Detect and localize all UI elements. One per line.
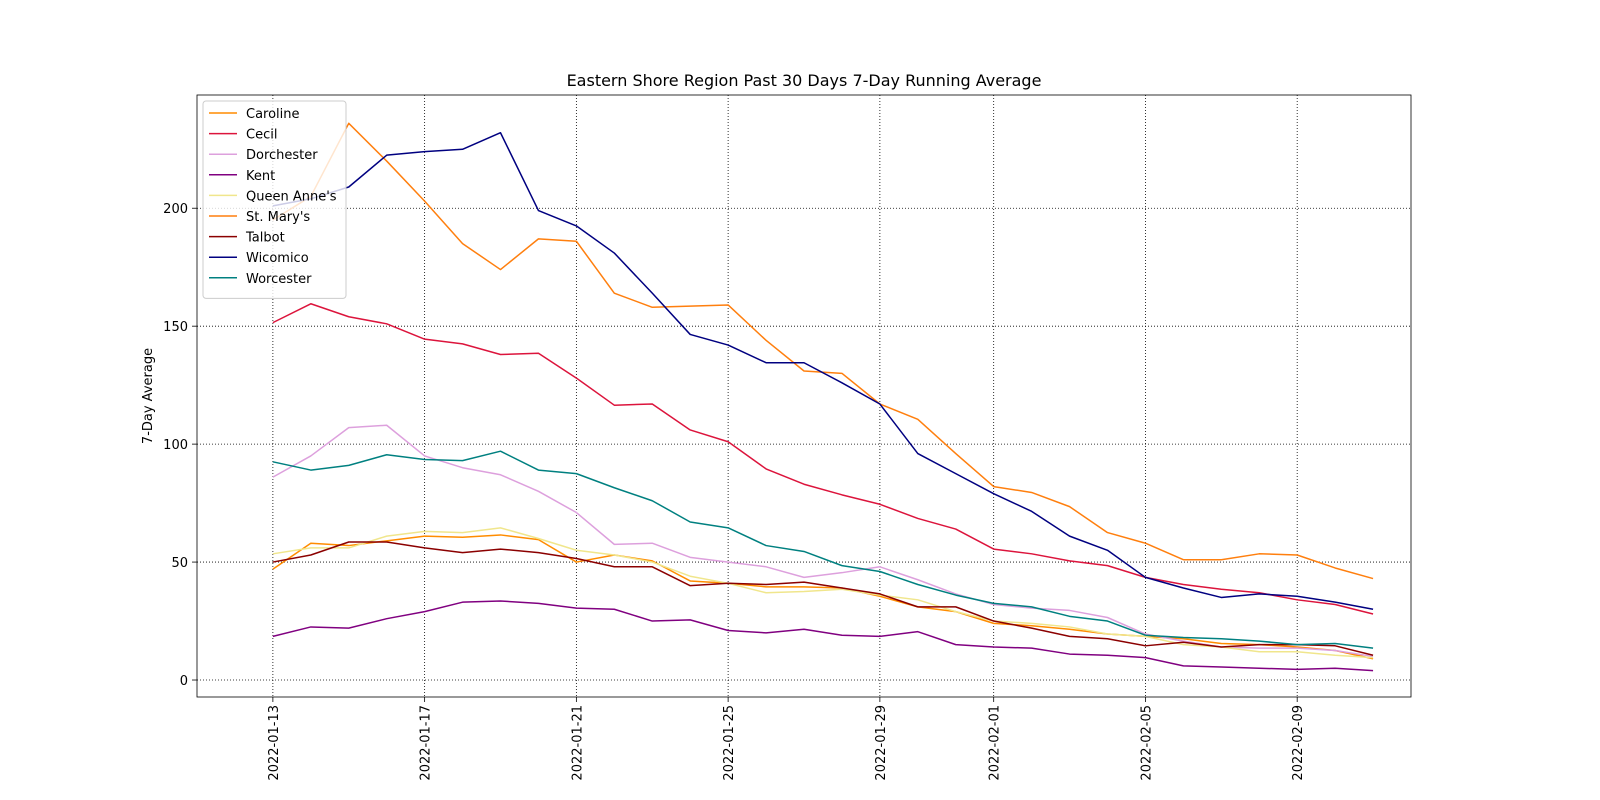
legend: Caroline Cecil Dorchester Kent Queen Anne's S…: [202, 100, 347, 299]
x-tick-label: 2022-02-01: [988, 705, 1003, 781]
series-line: [272, 450, 1374, 649]
chart-title: Eastern Shore Region Past 30 Days 7-Day …: [567, 71, 1042, 90]
plot-frame: [196, 94, 1412, 698]
legend-label: St. Mary's: [246, 210, 310, 225]
x-tick-label: 2022-02-09: [1291, 705, 1306, 781]
series-line: [272, 424, 1374, 658]
legend-label: Cecil: [246, 128, 277, 143]
y-tick-label: 150: [163, 320, 188, 335]
legend-label: Talbot: [245, 231, 285, 246]
series-line: [272, 131, 1374, 610]
legend-label: Worcester: [246, 272, 312, 287]
x-tick-label: 2022-02-05: [1139, 705, 1154, 781]
y-axis-label: 7-Day Average: [141, 348, 156, 444]
y-tick-label: 200: [163, 202, 188, 217]
x-tick-label: 2022-01-17: [419, 705, 434, 781]
legend-label: Queen Anne's: [246, 189, 337, 204]
legend-label: Kent: [246, 169, 275, 184]
y-tick-label: 50: [171, 556, 188, 571]
legend-label: Dorchester: [246, 148, 318, 163]
y-tick-label: 100: [163, 438, 188, 453]
series-line: [272, 534, 1374, 660]
series-line: [272, 303, 1374, 615]
legend-label: Wicomico: [246, 251, 309, 266]
series-line: [272, 527, 1374, 659]
series-line: [272, 541, 1374, 656]
x-tick-label: 2022-01-21: [570, 705, 585, 781]
x-tick-label: 2022-01-29: [874, 705, 889, 781]
legend-box: [202, 100, 347, 299]
x-tick-label: 2022-01-13: [267, 705, 282, 781]
y-tick-label: 0: [180, 674, 188, 689]
series-line: [272, 600, 1374, 672]
legend-label: Caroline: [246, 107, 300, 122]
x-tick-label: 2022-01-25: [722, 705, 737, 781]
